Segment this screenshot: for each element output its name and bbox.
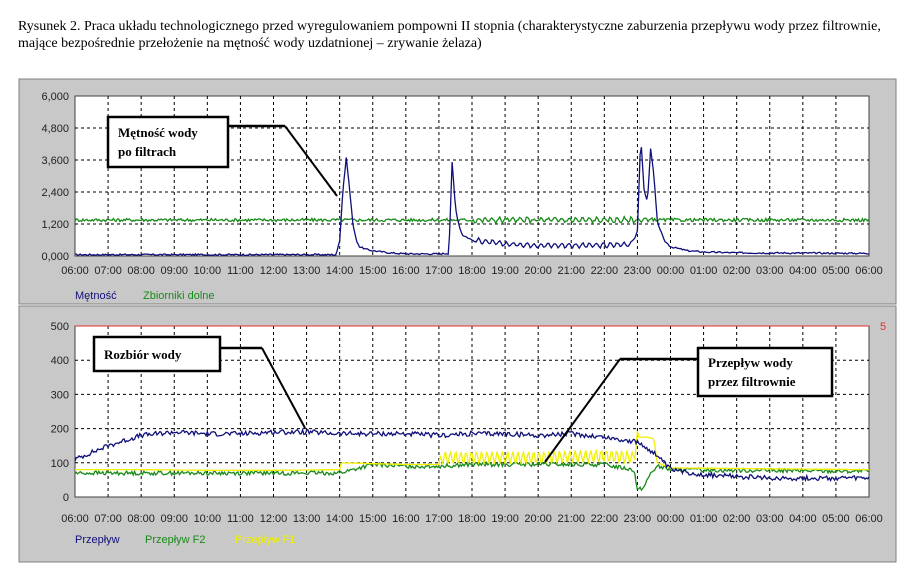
top-x-tick-label: 18:00 [458, 265, 486, 277]
top-x-tick-label: 13:00 [293, 265, 321, 277]
bot-y-tick-label: 0 [63, 492, 69, 504]
top-y-axis: 0,000 1,200 2,400 3,600 4,800 6,000 [41, 91, 69, 263]
bot-x-tick-label: 09:00 [160, 513, 188, 525]
top-x-tick-label: 05:00 [822, 265, 850, 277]
callout-filter-flow-line1: Przepływ wody [708, 355, 793, 370]
bot-x-tick-label: 14:00 [326, 513, 354, 525]
series-line-przepływ [74, 427, 870, 483]
callout-turbidity-box [106, 115, 230, 169]
bot-y-tick-label: 100 [51, 458, 69, 470]
top-y-tick-label: 2,400 [41, 187, 69, 199]
bot-x-tick-label: 05:00 [822, 513, 850, 525]
callout-filter-flow-leader [544, 358, 621, 463]
top-x-tick-label: 06:00 [855, 265, 883, 277]
top-x-tick-label: 03:00 [756, 265, 784, 277]
top-x-tick-label: 11:00 [227, 265, 254, 277]
series-line-przepływ-f1 [75, 430, 869, 471]
legend-entry: Przepływ F1 [235, 534, 296, 546]
series-line-zbiorniki-dolne [74, 215, 870, 226]
top-x-tick-label: 10:00 [194, 265, 222, 277]
bottom-legend: Przepływ Przepływ F2 Przepływ F1 [75, 534, 296, 546]
callout-filter-flow-box [696, 346, 834, 398]
bot-x-tick-label: 17:00 [425, 513, 453, 525]
top-x-tick-label: 09:00 [160, 265, 188, 277]
bot-x-tick-label: 21:00 [557, 513, 585, 525]
top-y-tick-label: 1,200 [41, 219, 69, 231]
bot-x-tick-label: 06:00 [61, 513, 89, 525]
bot-x-tick-label: 18:00 [458, 513, 486, 525]
bot-y-tick-label: 400 [51, 355, 69, 367]
top-x-tick-label: 14:00 [326, 265, 354, 277]
top-x-tick-label: 08:00 [127, 265, 155, 277]
callout-turbidity-line1: Mętność wody [118, 125, 198, 140]
top-y-tick-label: 6,000 [41, 91, 69, 103]
top-y-tick-label: 0,000 [41, 251, 69, 263]
bot-x-tick-label: 04:00 [789, 513, 817, 525]
top-x-tick-label: 12:00 [260, 265, 288, 277]
bot-y-tick-label: 300 [51, 389, 69, 401]
bot-x-tick-label: 23:00 [624, 513, 652, 525]
callout-demand-box [92, 335, 222, 373]
top-x-tick-label: 21:00 [557, 265, 585, 277]
callout-turbidity: Mętność wody po filtrach [106, 115, 338, 197]
bot-x-tick-label: 03:00 [756, 513, 784, 525]
top-legend: Mętność Zbiorniki dolne [75, 290, 215, 302]
top-x-tick-label: 06:00 [61, 265, 89, 277]
callout-demand: Rozbiór wody [92, 335, 306, 429]
bot-y-tick-label: 500 [51, 321, 69, 333]
bottom-x-axis: 06:00 07:00 08:00 09:00 10:00 11:00 12:00 13:00… [61, 513, 883, 525]
top-x-tick-label: 23:00 [624, 265, 652, 277]
top-x-tick-label: 07:00 [94, 265, 122, 277]
bot-x-tick-label: 10:00 [194, 513, 222, 525]
callout-filter-flow: Przepływ wody przez filtrownie [544, 346, 834, 463]
callout-turbidity-leader [284, 125, 338, 197]
callout-demand-leader [261, 347, 306, 429]
bottom-series [74, 325, 870, 492]
top-x-tick-label: 16:00 [392, 265, 420, 277]
top-x-tick-label: 22:00 [591, 265, 619, 277]
bot-x-tick-label: 16:00 [392, 513, 420, 525]
top-x-tick-label: 15:00 [359, 265, 387, 277]
series-line-mętność [75, 147, 869, 257]
top-x-axis: 06:00 07:00 08:00 09:00 10:00 11:00 12:00 13:00… [61, 265, 883, 277]
top-x-tick-label: 19:00 [491, 265, 519, 277]
bot-x-tick-label: 01:00 [690, 513, 718, 525]
top-x-tick-label: 17:00 [425, 265, 453, 277]
legend-entry: Mętność [75, 290, 117, 302]
top-y-tick-label: 4,800 [41, 123, 69, 135]
callout-demand-line1: Rozbiór wody [104, 347, 182, 362]
bot-x-tick-label: 20:00 [524, 513, 552, 525]
top-y-tick-label: 3,600 [41, 155, 69, 167]
callout-turbidity-line2: po filtrach [118, 144, 177, 159]
bot-x-tick-label: 12:00 [260, 513, 288, 525]
bot-x-tick-label: 06:00 [855, 513, 883, 525]
bot-x-tick-label: 13:00 [293, 513, 321, 525]
red-limit-marker: 5 [880, 321, 886, 333]
bot-y-tick-label: 200 [51, 424, 69, 436]
top-series [74, 147, 870, 257]
bot-x-tick-label: 07:00 [94, 513, 122, 525]
top-x-tick-label: 20:00 [524, 265, 552, 277]
top-grid [75, 96, 869, 256]
bot-x-tick-label: 08:00 [127, 513, 155, 525]
bot-x-tick-label: 22:00 [591, 513, 619, 525]
bot-x-tick-label: 02:00 [723, 513, 751, 525]
bot-x-tick-label: 15:00 [359, 513, 387, 525]
bot-x-tick-label: 11:00 [227, 513, 254, 525]
legend-entry: Zbiorniki dolne [143, 290, 215, 302]
top-x-tick-label: 01:00 [690, 265, 718, 277]
top-x-tick-label: 02:00 [723, 265, 751, 277]
bot-x-tick-label: 19:00 [491, 513, 519, 525]
top-x-tick-label: 04:00 [789, 265, 817, 277]
bot-x-tick-label: 00:00 [657, 513, 685, 525]
top-x-tick-label: 00:00 [657, 265, 685, 277]
figure-caption: Rysunek 2. Praca układu technologicznego… [18, 19, 881, 51]
bottom-y-axis: 0 100 200 300 400 500 [51, 321, 69, 504]
legend-entry: Przepływ F2 [145, 534, 206, 546]
callout-filter-flow-line2: przez filtrownie [708, 374, 796, 389]
legend-entry: Przepływ [75, 534, 120, 546]
